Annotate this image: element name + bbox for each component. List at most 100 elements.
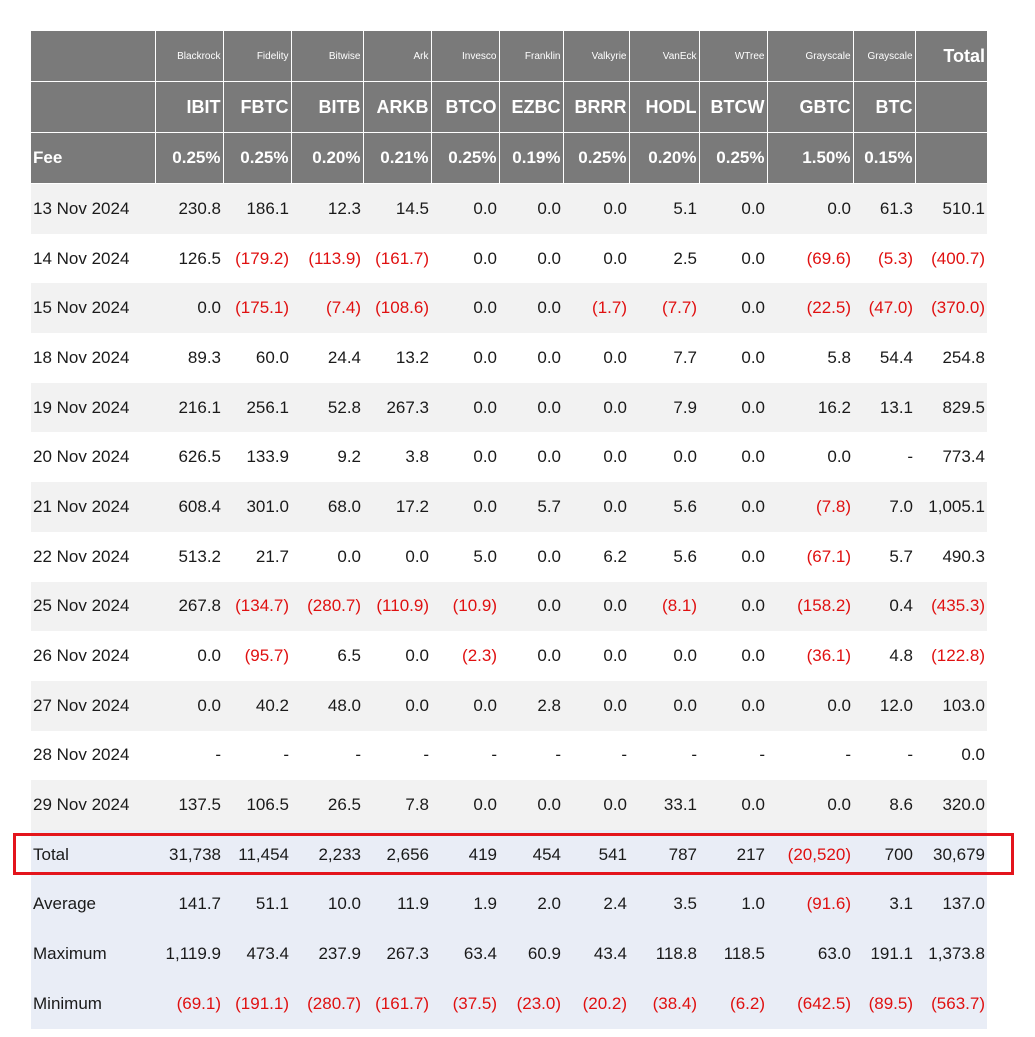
- flow-cell: 54.4: [853, 333, 915, 383]
- flow-cell: (67.1): [767, 531, 853, 582]
- row-label: Minimum: [31, 979, 155, 1029]
- flow-cell: 13.1: [853, 382, 915, 433]
- flow-cell: (20.2): [563, 979, 629, 1029]
- issuer-cell: Blackrock: [155, 31, 224, 82]
- flow-cell: 2,233: [291, 829, 363, 880]
- flow-cell: 0.0: [431, 183, 499, 234]
- row-label: Maximum: [31, 929, 155, 979]
- summary-row-minimum: Minimum (69.1) (191.1) (280.7) (161.7) (37.5)…: [31, 979, 987, 1029]
- flow-cell: (47.0): [853, 283, 915, 334]
- flow-cell: -: [499, 730, 563, 781]
- flow-cell: 419: [431, 829, 499, 880]
- ticker-cell: BTC: [853, 81, 916, 133]
- flow-cell: 217: [699, 829, 767, 880]
- fee-cell: 0.20%: [629, 132, 700, 184]
- flow-cell: 0.0: [563, 382, 629, 433]
- fee-cell: 0.25%: [155, 132, 224, 184]
- data-row: 29 Nov 2024 137.5 106.5 26.5 7.8 0.0 0.0 0.0 33.…: [31, 780, 987, 830]
- flow-cell: 237.9: [291, 929, 363, 979]
- summary-row-average: Average 141.7 51.1 10.0 11.9 1.9 2.0 2.4 3.5 1.0(…: [31, 879, 987, 930]
- fee-cell: 0.25%: [223, 132, 292, 184]
- flow-cell: 51.1: [223, 879, 291, 930]
- ticker-cell: [31, 81, 156, 133]
- flow-cell: (22.5): [767, 283, 853, 334]
- flow-cell: 0.0: [431, 780, 499, 830]
- row-total-cell: 1,005.1: [915, 482, 987, 532]
- data-row: 25 Nov 2024 267.8 (134.7) (280.7) (110.9) (10…: [31, 581, 987, 632]
- flow-cell: (89.5): [853, 979, 915, 1029]
- flow-cell: 7.7: [629, 333, 699, 383]
- issuer-cell: Franklin: [499, 31, 564, 82]
- flow-cell: (110.9): [363, 581, 431, 632]
- flow-cell: 40.2: [223, 680, 291, 731]
- ticker-cell: GBTC: [767, 81, 854, 133]
- flow-cell: 1,119.9: [155, 929, 223, 979]
- flow-cell: -: [563, 730, 629, 781]
- flow-cell: (7.4): [291, 283, 363, 334]
- flow-cell: -: [853, 730, 915, 781]
- flow-cell: (10.9): [431, 581, 499, 632]
- row-label: 22 Nov 2024: [31, 531, 155, 582]
- flow-cell: (161.7): [363, 979, 431, 1029]
- row-label: 28 Nov 2024: [31, 730, 155, 781]
- flow-cell: 0.0: [699, 680, 767, 731]
- flow-cell: 0.0: [563, 780, 629, 830]
- row-label: 19 Nov 2024: [31, 382, 155, 433]
- data-row: 28 Nov 2024- - - - - - - - - - -0.0: [31, 730, 987, 781]
- fee-cell: 0.25%: [431, 132, 500, 184]
- flow-cell: 0.0: [563, 680, 629, 731]
- ticker-cell: FBTC: [223, 81, 292, 133]
- flow-cell: 0.0: [767, 780, 853, 830]
- flow-cell: 0.0: [563, 631, 629, 681]
- flow-cell: (69.6): [767, 233, 853, 284]
- flow-cell: (5.3): [853, 233, 915, 284]
- flow-cell: -: [629, 730, 699, 781]
- flow-cell: 9.2: [291, 432, 363, 483]
- flow-cell: 608.4: [155, 482, 223, 532]
- flow-cell: 787: [629, 829, 699, 880]
- flow-cell: 133.9: [223, 432, 291, 483]
- row-total-cell: 773.4: [915, 432, 987, 483]
- fee-cell: 1.50%: [767, 132, 854, 184]
- flow-cell: 48.0: [291, 680, 363, 731]
- flow-cell: 0.0: [699, 382, 767, 433]
- flow-cell: 52.8: [291, 382, 363, 433]
- flow-cell: 60.9: [499, 929, 563, 979]
- flow-cell: 8.6: [853, 780, 915, 830]
- flow-cell: -: [699, 730, 767, 781]
- flow-cell: 256.1: [223, 382, 291, 433]
- flow-cell: 141.7: [155, 879, 223, 930]
- flow-cell: 0.0: [699, 233, 767, 284]
- flow-cell: 2.0: [499, 879, 563, 930]
- flow-cell: 63.4: [431, 929, 499, 979]
- data-row: 19 Nov 2024 216.1 256.1 52.8 267.3 0.0 0.0 0.0 7…: [31, 382, 987, 433]
- flow-cell: 0.0: [699, 482, 767, 532]
- flow-cell: 126.5: [155, 233, 223, 284]
- flow-cell: 0.0: [563, 183, 629, 234]
- flow-cell: 137.5: [155, 780, 223, 830]
- data-row: 26 Nov 2024 0.0 (95.7) 6.5 0.0 (2.3) 0.0 0.0 0.0…: [31, 631, 987, 681]
- flow-cell: 68.0: [291, 482, 363, 532]
- issuer-cell: WTree: [699, 31, 768, 82]
- data-row: 27 Nov 2024 0.0 40.2 48.0 0.0 0.0 2.8 0.0 0.0 0.0…: [31, 680, 987, 731]
- fee-cell: 0.25%: [699, 132, 768, 184]
- flow-cell: 0.0: [563, 482, 629, 532]
- flow-cell: 106.5: [223, 780, 291, 830]
- flow-cell: 0.0: [629, 680, 699, 731]
- flow-cell: 700: [853, 829, 915, 880]
- flow-cell: 0.0: [563, 581, 629, 632]
- row-label: Total: [31, 829, 155, 880]
- row-total-cell: 490.3: [915, 531, 987, 582]
- flow-cell: (7.8): [767, 482, 853, 532]
- fee-header-row: Fee 0.25% 0.25% 0.20% 0.21% 0.25% 0.19% …: [31, 132, 987, 184]
- flow-cell: (134.7): [223, 581, 291, 632]
- row-total-cell: 30,679: [915, 829, 987, 880]
- flow-cell: 0.0: [431, 382, 499, 433]
- flow-cell: 0.0: [431, 283, 499, 334]
- issuer-header-row: Blackrock Fidelity Bitwise Ark Invesco F…: [31, 31, 987, 82]
- flow-cell: 10.0: [291, 879, 363, 930]
- flow-cell: 0.0: [499, 333, 563, 383]
- flow-cell: 5.7: [499, 482, 563, 532]
- flow-cell: 3.8: [363, 432, 431, 483]
- flow-cell: (108.6): [363, 283, 431, 334]
